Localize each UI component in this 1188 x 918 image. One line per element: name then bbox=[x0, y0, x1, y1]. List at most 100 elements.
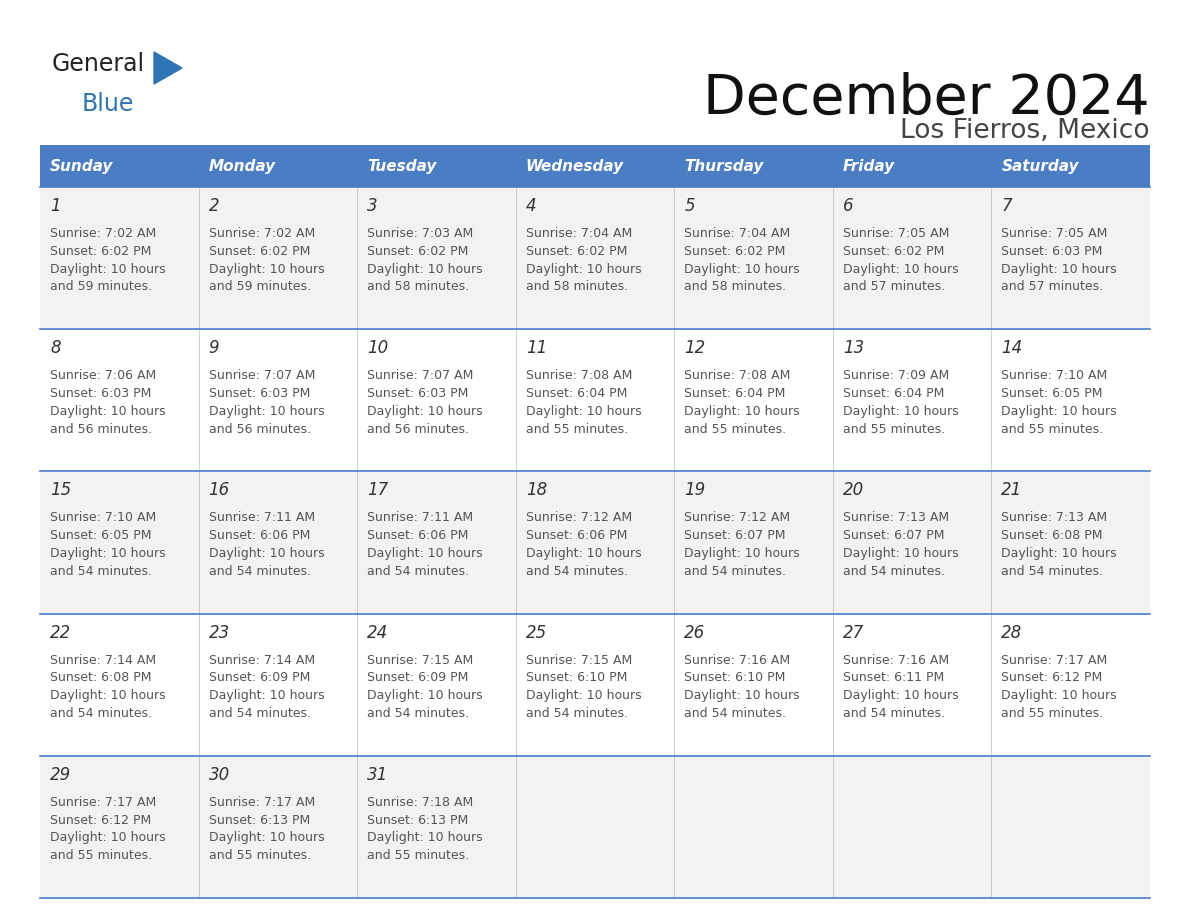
Bar bbox=[40, 145, 198, 187]
Text: Daylight: 10 hours: Daylight: 10 hours bbox=[684, 689, 800, 702]
Text: Sunset: 6:07 PM: Sunset: 6:07 PM bbox=[842, 529, 944, 543]
Text: Sunset: 6:04 PM: Sunset: 6:04 PM bbox=[684, 387, 785, 400]
Text: and 54 minutes.: and 54 minutes. bbox=[842, 707, 944, 720]
Text: Sunset: 6:09 PM: Sunset: 6:09 PM bbox=[209, 671, 310, 685]
Text: Blue: Blue bbox=[82, 92, 134, 116]
Text: Wednesday: Wednesday bbox=[526, 159, 624, 174]
Text: and 54 minutes.: and 54 minutes. bbox=[50, 565, 152, 577]
Text: Sunrise: 7:07 AM: Sunrise: 7:07 AM bbox=[367, 369, 474, 382]
Text: Los Fierros, Mexico: Los Fierros, Mexico bbox=[901, 118, 1150, 144]
Text: 10: 10 bbox=[367, 339, 388, 357]
Text: and 58 minutes.: and 58 minutes. bbox=[526, 280, 627, 294]
Text: Daylight: 10 hours: Daylight: 10 hours bbox=[50, 832, 165, 845]
Text: and 56 minutes.: and 56 minutes. bbox=[50, 422, 152, 436]
Text: and 54 minutes.: and 54 minutes. bbox=[209, 565, 310, 577]
Text: Sunset: 6:08 PM: Sunset: 6:08 PM bbox=[50, 671, 152, 685]
Text: Friday: Friday bbox=[842, 159, 895, 174]
Bar bbox=[40, 187, 1150, 330]
Text: Daylight: 10 hours: Daylight: 10 hours bbox=[367, 832, 482, 845]
Bar bbox=[516, 145, 675, 187]
Text: Tuesday: Tuesday bbox=[367, 159, 436, 174]
Text: Sunrise: 7:18 AM: Sunrise: 7:18 AM bbox=[367, 796, 473, 809]
Text: Sunset: 6:10 PM: Sunset: 6:10 PM bbox=[526, 671, 627, 685]
Text: 16: 16 bbox=[209, 481, 229, 499]
Text: 17: 17 bbox=[367, 481, 388, 499]
Text: Daylight: 10 hours: Daylight: 10 hours bbox=[684, 547, 800, 560]
Text: Sunset: 6:12 PM: Sunset: 6:12 PM bbox=[50, 813, 151, 826]
Text: 20: 20 bbox=[842, 481, 864, 499]
Text: and 54 minutes.: and 54 minutes. bbox=[684, 565, 786, 577]
Text: and 57 minutes.: and 57 minutes. bbox=[1001, 280, 1104, 294]
Text: Sunset: 6:11 PM: Sunset: 6:11 PM bbox=[842, 671, 944, 685]
Text: Daylight: 10 hours: Daylight: 10 hours bbox=[209, 689, 324, 702]
Text: 23: 23 bbox=[209, 623, 229, 642]
Text: and 58 minutes.: and 58 minutes. bbox=[684, 280, 786, 294]
Bar bbox=[40, 330, 1150, 472]
Text: Daylight: 10 hours: Daylight: 10 hours bbox=[684, 405, 800, 418]
Text: Daylight: 10 hours: Daylight: 10 hours bbox=[367, 547, 482, 560]
Text: Sunrise: 7:14 AM: Sunrise: 7:14 AM bbox=[209, 654, 315, 666]
Text: Daylight: 10 hours: Daylight: 10 hours bbox=[367, 689, 482, 702]
Text: 27: 27 bbox=[842, 623, 864, 642]
Text: and 59 minutes.: and 59 minutes. bbox=[50, 280, 152, 294]
Text: and 54 minutes.: and 54 minutes. bbox=[367, 707, 469, 720]
Text: Sunrise: 7:03 AM: Sunrise: 7:03 AM bbox=[367, 227, 473, 240]
Text: Sunrise: 7:14 AM: Sunrise: 7:14 AM bbox=[50, 654, 156, 666]
Text: Sunrise: 7:12 AM: Sunrise: 7:12 AM bbox=[526, 511, 632, 524]
Text: Sunrise: 7:13 AM: Sunrise: 7:13 AM bbox=[1001, 511, 1107, 524]
Text: Sunrise: 7:10 AM: Sunrise: 7:10 AM bbox=[50, 511, 157, 524]
Text: and 55 minutes.: and 55 minutes. bbox=[209, 849, 311, 862]
Text: Daylight: 10 hours: Daylight: 10 hours bbox=[50, 689, 165, 702]
Text: Sunrise: 7:04 AM: Sunrise: 7:04 AM bbox=[526, 227, 632, 240]
Text: Sunrise: 7:11 AM: Sunrise: 7:11 AM bbox=[367, 511, 473, 524]
Text: Sunset: 6:04 PM: Sunset: 6:04 PM bbox=[526, 387, 627, 400]
Text: 8: 8 bbox=[50, 339, 61, 357]
Bar bbox=[675, 145, 833, 187]
Text: Thursday: Thursday bbox=[684, 159, 764, 174]
Text: Sunrise: 7:16 AM: Sunrise: 7:16 AM bbox=[842, 654, 949, 666]
Text: Sunrise: 7:12 AM: Sunrise: 7:12 AM bbox=[684, 511, 790, 524]
Text: Sunset: 6:13 PM: Sunset: 6:13 PM bbox=[367, 813, 468, 826]
Text: 4: 4 bbox=[526, 197, 536, 215]
Text: General: General bbox=[52, 52, 145, 76]
Text: 31: 31 bbox=[367, 766, 388, 784]
Text: 22: 22 bbox=[50, 623, 71, 642]
Text: and 55 minutes.: and 55 minutes. bbox=[526, 422, 627, 436]
Text: December 2024: December 2024 bbox=[703, 72, 1150, 126]
Text: and 55 minutes.: and 55 minutes. bbox=[842, 422, 944, 436]
Text: Daylight: 10 hours: Daylight: 10 hours bbox=[1001, 547, 1117, 560]
Text: and 54 minutes.: and 54 minutes. bbox=[209, 707, 310, 720]
Text: 29: 29 bbox=[50, 766, 71, 784]
Bar bbox=[40, 613, 1150, 756]
Text: Sunset: 6:03 PM: Sunset: 6:03 PM bbox=[209, 387, 310, 400]
Text: Sunset: 6:03 PM: Sunset: 6:03 PM bbox=[50, 387, 151, 400]
Text: Daylight: 10 hours: Daylight: 10 hours bbox=[50, 547, 165, 560]
Text: Sunrise: 7:05 AM: Sunrise: 7:05 AM bbox=[842, 227, 949, 240]
Text: Sunrise: 7:05 AM: Sunrise: 7:05 AM bbox=[1001, 227, 1107, 240]
Text: Daylight: 10 hours: Daylight: 10 hours bbox=[526, 547, 642, 560]
Text: Sunset: 6:02 PM: Sunset: 6:02 PM bbox=[526, 245, 627, 258]
Text: Daylight: 10 hours: Daylight: 10 hours bbox=[50, 405, 165, 418]
Text: Daylight: 10 hours: Daylight: 10 hours bbox=[842, 547, 959, 560]
Text: 5: 5 bbox=[684, 197, 695, 215]
Text: Daylight: 10 hours: Daylight: 10 hours bbox=[50, 263, 165, 275]
Text: Sunrise: 7:17 AM: Sunrise: 7:17 AM bbox=[50, 796, 157, 809]
Bar bbox=[992, 145, 1150, 187]
Text: Daylight: 10 hours: Daylight: 10 hours bbox=[367, 263, 482, 275]
Text: and 54 minutes.: and 54 minutes. bbox=[1001, 565, 1104, 577]
Text: Sunset: 6:06 PM: Sunset: 6:06 PM bbox=[526, 529, 627, 543]
Text: Sunset: 6:08 PM: Sunset: 6:08 PM bbox=[1001, 529, 1102, 543]
Text: and 55 minutes.: and 55 minutes. bbox=[1001, 422, 1104, 436]
Text: Sunrise: 7:16 AM: Sunrise: 7:16 AM bbox=[684, 654, 790, 666]
Text: Sunset: 6:05 PM: Sunset: 6:05 PM bbox=[1001, 387, 1102, 400]
Text: Daylight: 10 hours: Daylight: 10 hours bbox=[1001, 263, 1117, 275]
Text: 13: 13 bbox=[842, 339, 864, 357]
Text: Daylight: 10 hours: Daylight: 10 hours bbox=[842, 405, 959, 418]
Text: and 54 minutes.: and 54 minutes. bbox=[367, 565, 469, 577]
Text: and 55 minutes.: and 55 minutes. bbox=[367, 849, 469, 862]
Text: 1: 1 bbox=[50, 197, 61, 215]
Bar bbox=[358, 145, 516, 187]
Text: Sunrise: 7:17 AM: Sunrise: 7:17 AM bbox=[1001, 654, 1107, 666]
Text: 15: 15 bbox=[50, 481, 71, 499]
Text: and 54 minutes.: and 54 minutes. bbox=[684, 707, 786, 720]
